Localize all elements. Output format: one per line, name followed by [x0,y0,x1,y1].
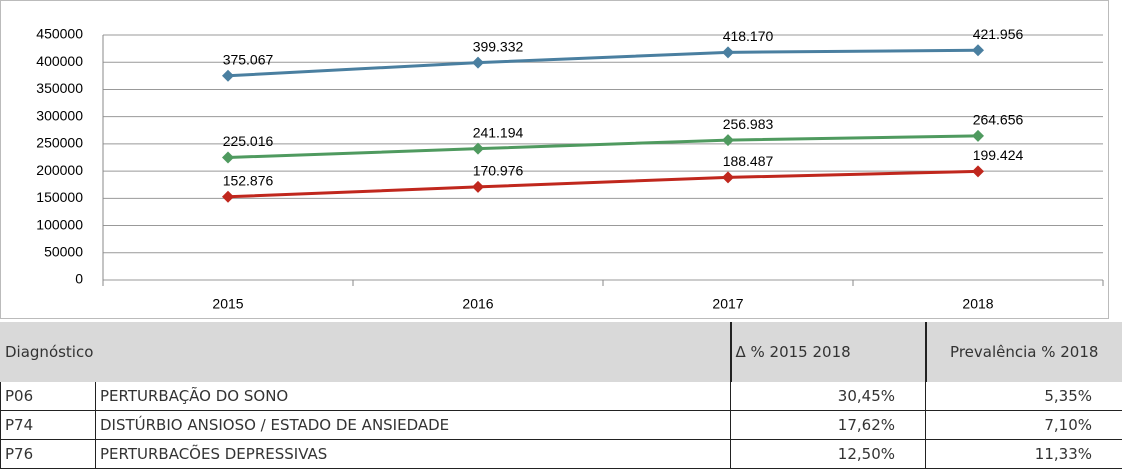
header-cell: Δ % 2015 2018 [729,322,926,382]
table-cell: P06 [0,381,96,411]
table-row: P74 DISTÚRBIO ANSIOSO / ESTADO DE ANSIEDA… [0,410,1122,440]
data-label: 418.170 [723,28,774,44]
line-series [227,48,979,78]
line-series [227,169,979,199]
y-tick-label: 50000 [44,243,83,259]
y-tick-label: 200000 [36,162,83,178]
data-label: 375.067 [223,51,274,67]
y-tick-label: 250000 [36,135,83,151]
marker [472,180,484,193]
y-tick-label: 400000 [36,53,83,69]
table-cell: DISTÚRBIO ANSIOSO / ESTADO DE ANSIEDADE [95,410,731,440]
marker [472,142,484,155]
y-tick-label: 150000 [36,189,83,205]
marker [222,69,234,82]
y-tick-label: 300000 [36,107,83,123]
data-label: 225.016 [223,133,274,149]
table-cell: 5,35% [925,381,1122,411]
x-tick-label: 2017 [712,296,743,312]
marker [722,46,734,59]
table-cell: 11,33% [925,439,1122,469]
x-tick-label: 2016 [462,296,493,312]
data-label: 188.487 [723,153,774,169]
data-label: 170.976 [473,163,524,179]
table-cell: PERTURBAÇÃO DO SONO [95,381,731,411]
table-cell: 7,10% [925,410,1122,440]
marker [722,134,734,147]
marker [722,171,734,184]
table-cell: 30,45% [730,381,926,411]
marker [972,129,984,142]
table-row: P06 PERTURBAÇÃO DO SONO 30,45% 5,35% [0,381,1122,411]
chart-border [0,0,1109,319]
table-row: P76 PERTURBACÕES DEPRESSIVAS 12,50% 11,33% [0,439,1122,469]
y-tick-label: 100000 [36,216,83,232]
x-tick-label: 2018 [962,296,993,312]
y-tick-label: 450000 [36,26,83,42]
y-tick-label: 0 [75,271,83,287]
header-cell: Prevalência % 2018 [924,322,1122,382]
chart: 0 50000 100000 150000 200000 250000 300000 3500… [0,0,1109,319]
table-cell: P76 [0,439,96,469]
data-label: 264.656 [973,112,1024,128]
line-series [227,134,979,159]
table-cell: P74 [0,410,96,440]
data-label: 256.983 [723,116,774,132]
data-label: 421.956 [973,26,1024,42]
header-cell: Diagnóstico [0,322,731,382]
marker [972,165,984,178]
marker [972,44,984,57]
data-label: 241.194 [473,124,524,140]
table-cell: PERTURBACÕES DEPRESSIVAS [95,439,731,469]
data-label: 399.332 [473,38,524,54]
data-label: 199.424 [973,147,1024,163]
marker [222,190,234,203]
table-cell: 12,50% [730,439,926,469]
table: Diagnóstico Δ % 2015 2018 Prevalência % … [0,322,1122,469]
table-cell: 17,62% [730,410,926,440]
x-tick-label: 2015 [212,296,243,312]
marker [222,151,234,164]
marker [472,56,484,69]
data-label: 152.876 [223,172,274,188]
y-tick-label: 350000 [36,80,83,96]
header-row: Diagnóstico Δ % 2015 2018 Prevalência % … [0,322,1122,382]
